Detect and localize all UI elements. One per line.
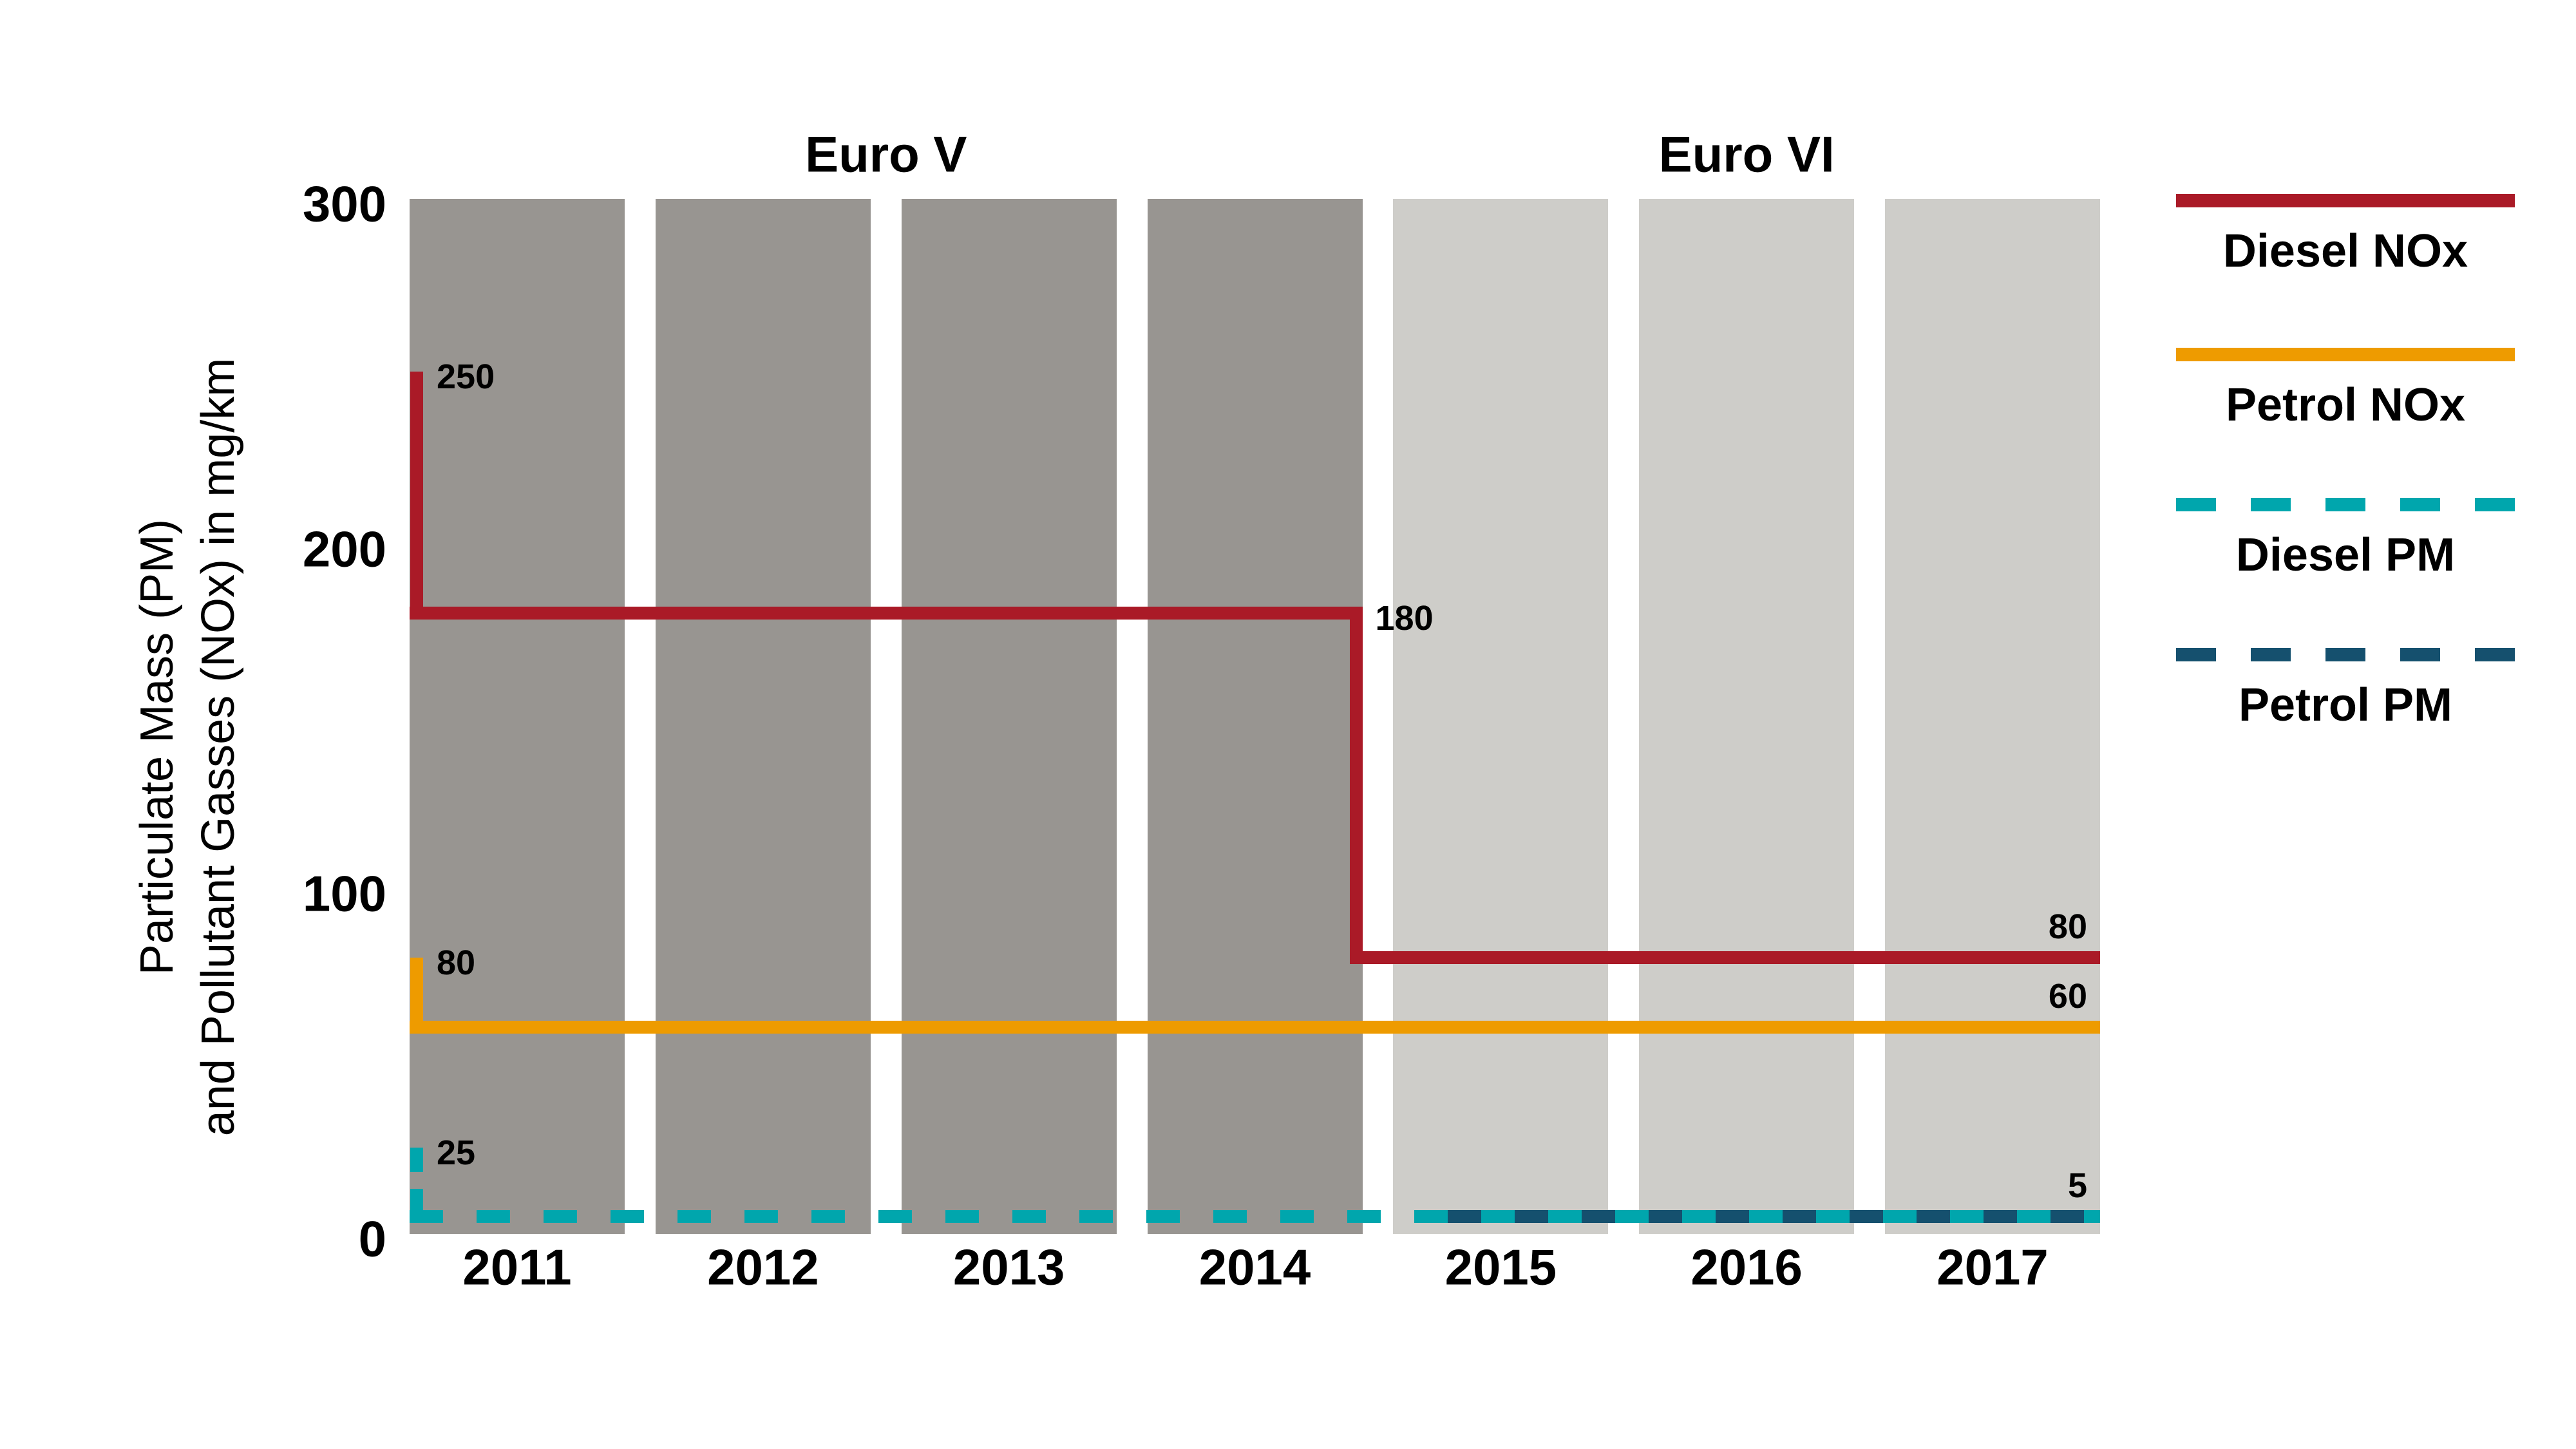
annotation-petrol_nox-end: 60 — [2048, 976, 2087, 1016]
annotation-diesel_nox-end: 80 — [2048, 907, 2087, 947]
x-tick-2011: 2011 — [462, 1238, 572, 1296]
legend-label-petrol-pm: Petrol PM — [2238, 679, 2453, 731]
era-header-euro-vi: Euro VI — [1658, 126, 1835, 183]
era-header-euro-v: Euro V — [805, 126, 967, 183]
y-tick-100: 100 — [302, 865, 386, 922]
annotation-diesel_nox-entry: 250 — [437, 357, 495, 396]
legend-label-diesel-pm: Diesel PM — [2235, 529, 2456, 581]
era-band-2011 — [410, 199, 625, 1234]
annotation-diesel_pm-end: 5 — [2067, 1166, 2087, 1206]
era-band-2015 — [1393, 199, 1609, 1234]
annotation-petrol_nox-entry: 80 — [437, 943, 476, 983]
y-tick-0: 0 — [358, 1210, 386, 1267]
entry-diesel_nox — [410, 371, 423, 620]
y-tick-300: 300 — [302, 175, 386, 232]
legend-label-diesel-nox: Diesel NOx — [2222, 225, 2468, 277]
x-tick-2016: 2016 — [1690, 1238, 1803, 1296]
line-petrol_nox — [410, 1020, 2100, 1034]
era-band-2014 — [1147, 199, 1363, 1234]
legend-swatch-petrol-nox — [2176, 347, 2515, 361]
annotation-diesel_nox-step: 180 — [1375, 598, 1434, 638]
x-tick-2012: 2012 — [707, 1238, 819, 1296]
legend-label-petrol-nox: Petrol NOx — [2225, 379, 2466, 431]
x-tick-2013: 2013 — [952, 1238, 1065, 1296]
legend-swatch-diesel-pm — [2176, 497, 2515, 511]
legend-swatch-petrol-pm — [2176, 647, 2515, 661]
line-petrol_pm — [1448, 1210, 2100, 1224]
era-band-2012 — [655, 199, 871, 1234]
era-band-2016 — [1639, 199, 1855, 1234]
x-tick-2017: 2017 — [1937, 1238, 2049, 1296]
step-diesel_nox — [1349, 606, 1363, 965]
entry-diesel_pm — [410, 1148, 423, 1224]
annotation-diesel_pm-entry: 25 — [437, 1133, 476, 1173]
legend-swatch-diesel-nox — [2176, 193, 2515, 207]
line-diesel_nox — [410, 606, 1363, 620]
entry-petrol_nox — [410, 958, 423, 1034]
era-band-2017 — [1885, 199, 2100, 1234]
x-tick-2015: 2015 — [1444, 1238, 1557, 1296]
y-tick-200: 200 — [302, 520, 386, 578]
line-diesel_nox — [1349, 951, 2100, 965]
x-tick-2014: 2014 — [1198, 1238, 1311, 1296]
era-band-2013 — [901, 199, 1117, 1234]
